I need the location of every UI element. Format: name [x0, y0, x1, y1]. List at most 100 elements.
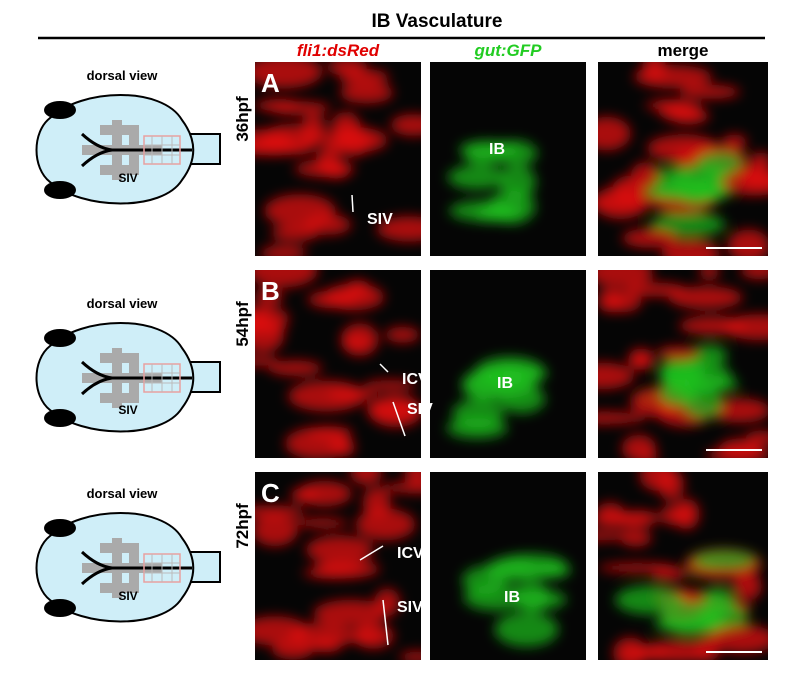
red-signal: [259, 245, 307, 256]
red-signal: [266, 101, 332, 115]
red-signal: [287, 380, 366, 412]
red-signal: [313, 599, 388, 627]
red-signal: [381, 481, 421, 494]
red-signal: [598, 562, 677, 573]
red-signal: [646, 134, 720, 162]
red-signal: [668, 108, 710, 124]
red-signal: [598, 288, 623, 313]
red-signal: [329, 438, 356, 457]
red-signal: [255, 616, 310, 646]
red-signal: [368, 395, 421, 428]
red-signal: [270, 225, 319, 242]
annotation-label: SIV: [407, 401, 433, 418]
red-signal: [646, 640, 706, 653]
annotation-label: ICV: [397, 545, 424, 562]
row-label: 72hpf: [233, 503, 252, 549]
red-signal: [740, 270, 768, 280]
green-signal: [534, 561, 571, 579]
red-signal: [355, 508, 416, 541]
panel-content: [598, 270, 768, 458]
red-signal: [272, 639, 314, 660]
label-pointer: [379, 363, 389, 373]
label-pointer: [392, 401, 406, 437]
red-signal: [362, 487, 391, 517]
red-signal: [678, 316, 747, 335]
figure-title: IB Vasculature: [372, 11, 503, 32]
red-signal: [323, 283, 385, 311]
image-panel: [430, 472, 586, 660]
red-signal: [255, 288, 283, 306]
column-header: merge: [657, 41, 708, 60]
red-signal: [659, 505, 693, 526]
annotation-label: SIV: [397, 599, 423, 616]
annotation-label: ICV: [402, 371, 429, 388]
red-signal: [255, 514, 298, 547]
red-signal: [679, 84, 741, 99]
red-signal: [642, 62, 667, 82]
image-panel: [598, 62, 768, 256]
red-signal: [255, 306, 290, 330]
red-signal: [645, 99, 689, 111]
red-signal: [255, 505, 306, 519]
red-signal: [294, 160, 355, 178]
fish-drawing: [37, 95, 221, 204]
schematic: [37, 513, 221, 622]
green-signal: [615, 585, 684, 615]
red-signal: [620, 528, 652, 547]
panel-content: [446, 356, 548, 439]
red-signal: [709, 398, 768, 423]
green-signal: [446, 417, 508, 439]
red-signal: [718, 438, 763, 458]
green-signal: [463, 584, 528, 611]
red-signal: [297, 480, 352, 507]
red-signal: [264, 194, 336, 228]
annotation-label: IB: [497, 375, 513, 392]
red-signal: [255, 270, 318, 288]
red-signal: [255, 356, 279, 367]
green-signal: [463, 143, 503, 166]
annotation-label: IB: [504, 589, 520, 606]
green-signal: [695, 150, 744, 176]
green-signal: [649, 167, 696, 187]
red-signal: [347, 629, 381, 644]
red-signal: [390, 114, 421, 136]
red-signal: [639, 472, 675, 491]
schematic-label: SIV: [118, 403, 137, 417]
red-signal: [255, 62, 323, 89]
panel-content: [598, 472, 768, 660]
green-signal: [692, 550, 757, 571]
green-signal: [678, 181, 715, 206]
green-signal: [690, 344, 728, 367]
green-signal: [658, 363, 701, 384]
schematic-caption: dorsal view: [87, 68, 159, 83]
panel-content: [447, 140, 538, 224]
red-signal: [399, 651, 421, 660]
red-signal: [741, 171, 768, 190]
schematic-caption: dorsal view: [87, 486, 159, 501]
image-panel: [430, 270, 586, 458]
red-signal: [698, 270, 720, 279]
red-signal: [668, 286, 743, 309]
image-panel: [255, 472, 421, 660]
red-signal: [598, 502, 625, 525]
red-signal: [598, 530, 631, 542]
image-panel: [255, 62, 421, 256]
image-panel: [598, 270, 768, 458]
panel-content: [462, 553, 571, 647]
panel-letter: B: [261, 276, 280, 306]
green-signal: [494, 612, 559, 647]
red-signal: [727, 229, 768, 256]
red-signal: [260, 124, 322, 153]
red-signal: [598, 270, 654, 288]
schematic-label: SIV: [118, 171, 137, 185]
red-signal: [311, 637, 342, 653]
label-pointer: [351, 194, 354, 213]
red-signal: [621, 434, 657, 458]
panel-content: [255, 270, 421, 458]
red-signal: [374, 588, 401, 616]
red-signal: [612, 637, 648, 660]
schematic-label: SIV: [118, 589, 137, 603]
red-signal: [598, 116, 631, 151]
column-header: fli1:dsRed: [297, 41, 380, 60]
red-signal: [322, 127, 388, 153]
